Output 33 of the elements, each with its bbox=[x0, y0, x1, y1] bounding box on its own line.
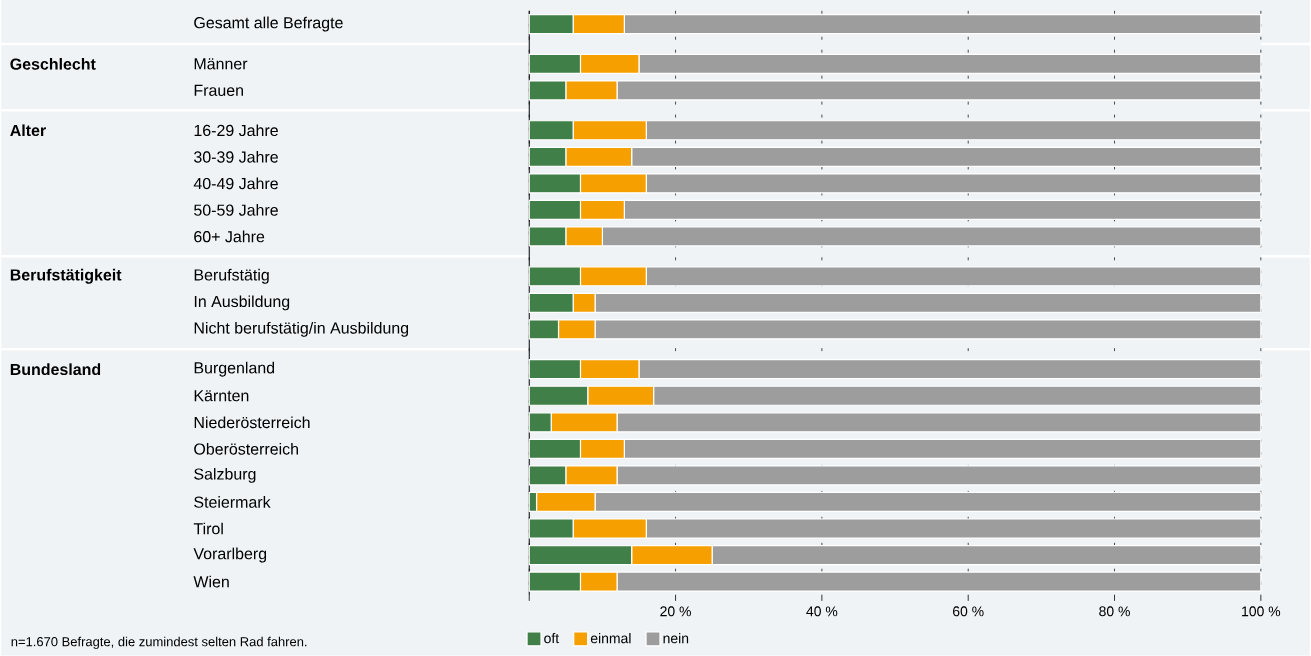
y-tick-label: Steiermark bbox=[194, 496, 271, 508]
x-tick-label: 100 % bbox=[1242, 606, 1281, 617]
y-tick-label: Niederösterreich bbox=[194, 416, 310, 429]
text: n=1.670 Befragte, die zumindest selten Rad fahren. bbox=[11, 636, 307, 649]
x-tick-label: 40 % bbox=[806, 606, 838, 617]
y-tick-label: 50-59 Jahre bbox=[194, 204, 278, 216]
y-tick-label: Salzburg bbox=[194, 468, 256, 483]
x-tick-label: 60 % bbox=[952, 606, 984, 617]
y-tick-label: In Ausbildung bbox=[194, 295, 290, 311]
y-tick-label: Männer bbox=[194, 58, 248, 70]
y-tick-label: 16-29 Jahre bbox=[194, 124, 278, 137]
y-tick-label: Vorarlberg bbox=[193, 547, 267, 563]
text: Bundesland bbox=[10, 363, 101, 376]
x-tick-label: 20 % bbox=[660, 606, 691, 617]
y-tick-label: 30-39 Jahre bbox=[194, 151, 278, 163]
legend-label: nein bbox=[663, 633, 689, 644]
y-tick-label: Burgenland bbox=[194, 361, 275, 377]
y-tick-label: Wien bbox=[193, 575, 229, 588]
y-tick-label: Nicht berufstätig/in Ausbildung bbox=[194, 322, 409, 337]
y-tick-label: Gesamt alle Befragte bbox=[194, 16, 343, 32]
y-tick-label: Kärnten bbox=[194, 390, 249, 402]
legend-label: einmal bbox=[590, 633, 631, 644]
x-tick-label: 80 % bbox=[1099, 606, 1130, 617]
y-tick-label: Berufstätig bbox=[194, 268, 269, 284]
y-tick-label: 40-49 Jahre bbox=[193, 177, 278, 190]
y-tick-label: 60+ Jahre bbox=[194, 230, 265, 243]
text: Alter bbox=[10, 124, 46, 137]
text: Geschlecht bbox=[10, 58, 96, 70]
y-tick-label: Tirol bbox=[193, 522, 223, 535]
legend-label: oft bbox=[544, 633, 560, 644]
text: Berufstätigkeit bbox=[10, 268, 122, 284]
y-tick-label: Frauen bbox=[194, 84, 243, 97]
y-tick-label: Oberösterreich bbox=[194, 443, 298, 455]
